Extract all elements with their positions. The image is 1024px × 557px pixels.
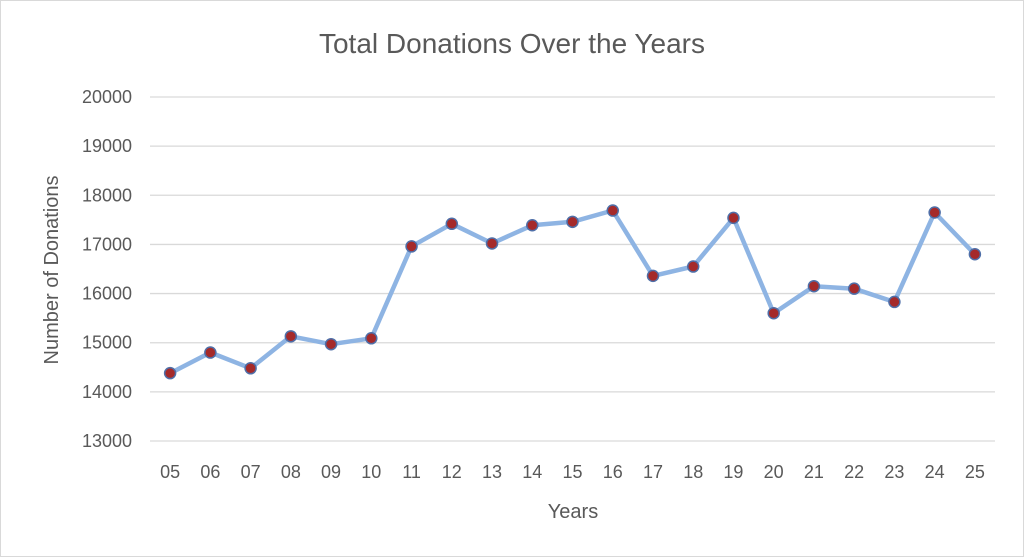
data-point [204, 346, 217, 359]
data-point [888, 295, 901, 309]
data-point [767, 306, 780, 320]
data-point [727, 211, 740, 225]
x-tick-label: 17 [643, 462, 663, 482]
x-tick-label: 09 [321, 462, 341, 482]
x-tick-label: 25 [965, 462, 985, 482]
data-point [807, 279, 821, 293]
x-tick-label: 19 [723, 462, 743, 482]
x-axis-ticks: 05 06 07 08 09 10 11 12 13 14 15 16 17 18 19 20 21 22 23 24… [160, 462, 985, 482]
data-point [284, 330, 298, 343]
x-tick-label: 08 [281, 462, 301, 482]
y-tick-label: 19000 [82, 136, 132, 156]
x-tick-label: 18 [683, 462, 703, 482]
data-point [405, 240, 418, 253]
x-tick-label: 05 [160, 462, 180, 482]
data-point [606, 204, 619, 217]
x-tick-label: 15 [562, 462, 582, 482]
data-point [324, 337, 338, 351]
y-tick-label: 14000 [82, 382, 132, 402]
data-point [968, 248, 982, 261]
data-point [163, 366, 177, 380]
data-point [646, 269, 660, 283]
data-series [163, 204, 982, 380]
x-tick-label: 06 [200, 462, 220, 482]
x-tick-label: 23 [884, 462, 904, 482]
data-point [566, 215, 579, 229]
y-tick-label: 15000 [82, 333, 132, 353]
y-axis-ticks: 13000 14000 15000 16000 17000 18000 19000 20000 [82, 87, 132, 451]
y-tick-label: 16000 [82, 284, 132, 304]
x-tick-label: 22 [844, 462, 864, 482]
data-point [365, 332, 378, 345]
x-axis-label: Years [548, 501, 598, 523]
x-tick-label: 07 [241, 462, 261, 482]
chart-title: Total Donations Over the Years [319, 28, 705, 59]
data-point [445, 217, 459, 231]
y-axis-label: Number of Donations [41, 176, 63, 365]
x-tick-label: 12 [442, 462, 462, 482]
y-tick-label: 17000 [82, 234, 132, 254]
data-point [244, 362, 257, 375]
y-tick-label: 13000 [82, 431, 132, 451]
y-tick-label: 18000 [82, 185, 132, 205]
x-tick-label: 24 [925, 462, 945, 482]
data-point [928, 206, 941, 219]
x-tick-label: 21 [804, 462, 824, 482]
x-tick-label: 16 [603, 462, 623, 482]
x-tick-label: 20 [764, 462, 784, 482]
gridlines [150, 96, 995, 442]
data-point [686, 260, 700, 273]
data-point [847, 282, 861, 295]
data-point [485, 237, 499, 250]
data-point [526, 219, 539, 232]
x-tick-label: 14 [522, 462, 542, 482]
x-tick-label: 13 [482, 462, 502, 482]
x-tick-label: 11 [402, 462, 421, 482]
y-tick-label: 20000 [82, 87, 132, 107]
x-tick-label: 10 [361, 462, 381, 482]
